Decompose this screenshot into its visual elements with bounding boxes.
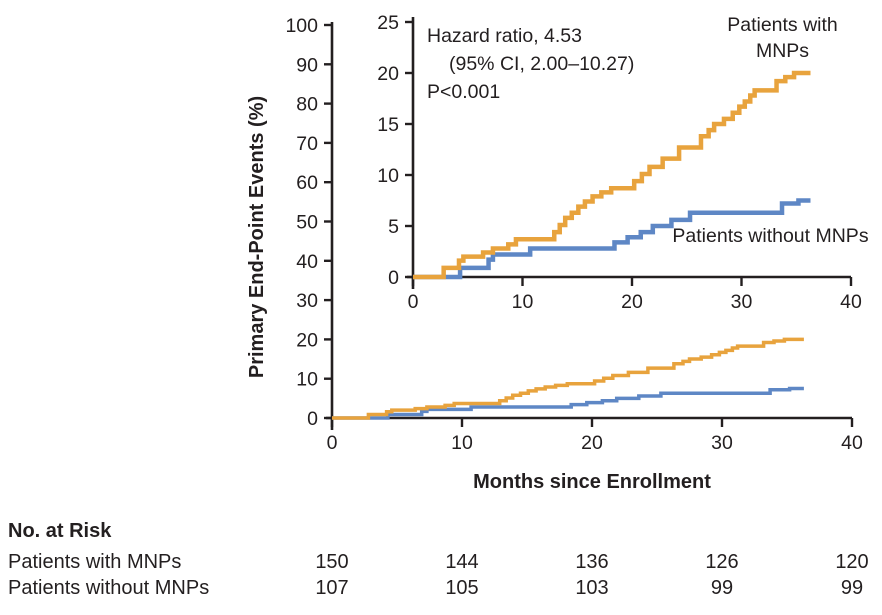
main-series-patients-without-mnps: [332, 386, 804, 420]
inset-x-tick-label: 20: [621, 291, 643, 313]
main-y-tick-label: 70: [296, 133, 318, 155]
main-y-ticks: 0 10 20 30 40 50 60 70 80 90 100: [285, 15, 332, 430]
main-x-tick-label: 20: [581, 432, 603, 454]
main-y-tick-label: 10: [296, 369, 318, 391]
at-risk-value: 126: [705, 551, 739, 573]
main-x-tick-label: 30: [711, 432, 733, 454]
y-axis-title: Primary End-Point Events (%): [246, 95, 268, 379]
inset-x-tick-label: 0: [408, 291, 419, 313]
inset-y-tick-label: 15: [377, 114, 399, 136]
at-risk-value: 99: [710, 577, 734, 599]
inset-y-tick-label: 0: [388, 267, 399, 289]
inset-x-tick-label: 30: [731, 291, 753, 313]
at-risk-row-label: Patients without MNPs: [8, 577, 210, 599]
inset-y-ticks: 0 5 10 15 20 25: [377, 12, 413, 289]
at-risk-value: 136: [575, 551, 609, 573]
main-x-tick-label: 40: [841, 432, 863, 454]
main-y-tick-label: 60: [296, 172, 318, 194]
main-x-tick-label: 10: [451, 432, 473, 454]
at-risk-row: Patients with MNPs 150 144 136 126 120: [0, 551, 882, 577]
main-y-tick-label: 0: [307, 408, 318, 430]
series-label-without-mnps: Patients without MNPs: [672, 225, 869, 247]
p-value-text: P<0.001: [427, 81, 501, 103]
inset-y-tick-label: 5: [388, 216, 399, 238]
at-risk-value: 107: [315, 577, 349, 599]
inset-y-tick-label: 20: [377, 63, 399, 85]
at-risk-row: Patients without MNPs 107 105 103 99 99: [0, 577, 882, 603]
at-risk-value: 103: [575, 577, 609, 599]
hazard-ratio-text: Hazard ratio, 4.53: [427, 25, 583, 47]
at-risk-title: No. at Risk: [8, 520, 112, 542]
at-risk-value: 105: [445, 577, 479, 599]
at-risk-value: 120: [835, 551, 869, 573]
at-risk-value: 144: [445, 551, 479, 573]
main-y-tick-label: 40: [296, 251, 318, 273]
series-label-with-mnps: Patients with MNPs: [727, 14, 838, 62]
at-risk-value: 99: [840, 577, 864, 599]
inset-series-patients-without-mnps: [413, 198, 811, 280]
inset-plot: 0 5 10 15 20 25 0 10 20 30 40: [377, 12, 862, 313]
main-y-tick-label: 30: [296, 290, 318, 312]
main-x-tick-label: 0: [327, 432, 338, 454]
hazard-annotation: Hazard ratio, 4.53 (95% CI, 2.00–10.27) …: [427, 22, 634, 106]
inset-y-tick-label: 10: [377, 165, 399, 187]
inset-x-tick-label: 10: [512, 291, 534, 313]
main-y-tick-label: 80: [296, 94, 318, 116]
main-x-ticks: 0 10 20 30 40: [327, 418, 863, 454]
main-y-tick-label: 100: [285, 15, 318, 37]
inset-x-tick-label: 40: [840, 291, 862, 313]
inset-x-ticks: 0 10 20 30 40: [408, 277, 862, 313]
main-y-tick-label: 50: [296, 212, 318, 234]
inset-series-patients-with-mnps: [413, 70, 811, 280]
inset-y-tick-label: 25: [377, 12, 399, 34]
confidence-interval-text: (95% CI, 2.00–10.27): [449, 53, 635, 75]
main-y-tick-label: 90: [296, 54, 318, 76]
at-risk-value: 150: [315, 551, 349, 573]
main-y-tick-label: 20: [296, 329, 318, 351]
at-risk-row-label: Patients with MNPs: [8, 551, 182, 573]
x-axis-title: Months since Enrollment: [473, 471, 711, 493]
main-series-patients-with-mnps: [332, 337, 804, 420]
